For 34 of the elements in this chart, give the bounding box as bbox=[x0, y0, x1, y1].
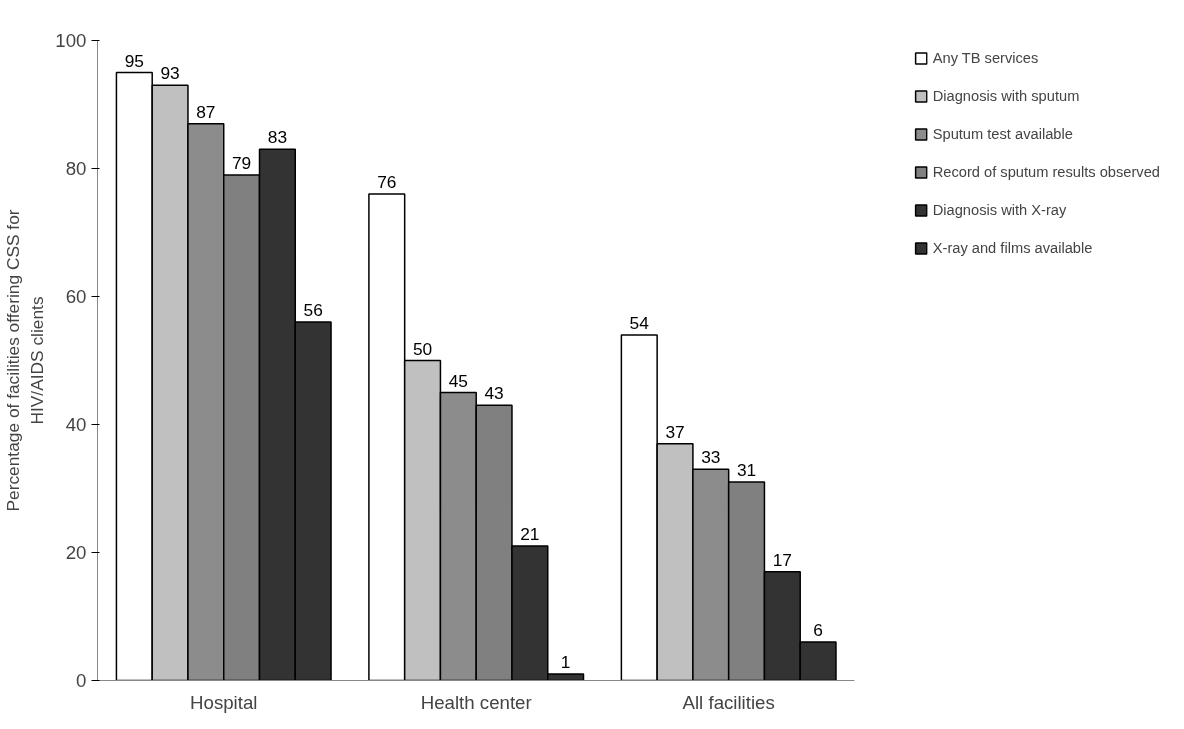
legend-label: Diagnosis with X-ray bbox=[932, 202, 1067, 218]
y-tick-label: 0 bbox=[76, 670, 87, 691]
data-label: 83 bbox=[267, 127, 288, 148]
legend-label: Record of sputum results observed bbox=[932, 164, 1160, 180]
data-label: 56 bbox=[303, 300, 323, 321]
y-tick-label: 60 bbox=[65, 286, 87, 307]
data-label: 87 bbox=[196, 101, 216, 122]
data-label: 6 bbox=[813, 620, 823, 641]
legend-label: Any TB services bbox=[932, 50, 1039, 66]
y-axis-title: Percentage of facilities offering CSS for HIV/AIDS clients bbox=[3, 209, 48, 512]
data-label: 93 bbox=[160, 63, 180, 84]
data-label: 21 bbox=[520, 524, 540, 545]
data-label: 33 bbox=[701, 447, 721, 468]
data-label: 76 bbox=[377, 172, 397, 193]
data-label: 17 bbox=[772, 549, 792, 570]
x-tick-label: Hospital bbox=[190, 691, 258, 713]
x-tick-label: All facilities bbox=[682, 691, 775, 713]
data-label: 50 bbox=[412, 338, 433, 359]
y-tick-label: 80 bbox=[65, 158, 87, 179]
data-label: 37 bbox=[665, 421, 685, 442]
x-tick-label: Health center bbox=[420, 691, 532, 713]
data-label: 31 bbox=[736, 460, 757, 481]
y-tick-label: 100 bbox=[55, 30, 87, 51]
data-label: 79 bbox=[231, 152, 252, 173]
data-label: 45 bbox=[448, 370, 468, 391]
data-label: 95 bbox=[124, 50, 144, 71]
data-label: 43 bbox=[484, 383, 504, 404]
legend-label: Diagnosis with sputum bbox=[932, 88, 1080, 104]
data-label: 1 bbox=[560, 652, 571, 673]
legend-label: Sputum test available bbox=[932, 126, 1073, 142]
data-label: 54 bbox=[629, 312, 650, 333]
legend-label: X-ray and films available bbox=[932, 240, 1093, 256]
y-tick-label: 40 bbox=[65, 414, 87, 435]
y-tick-label: 20 bbox=[65, 542, 87, 563]
